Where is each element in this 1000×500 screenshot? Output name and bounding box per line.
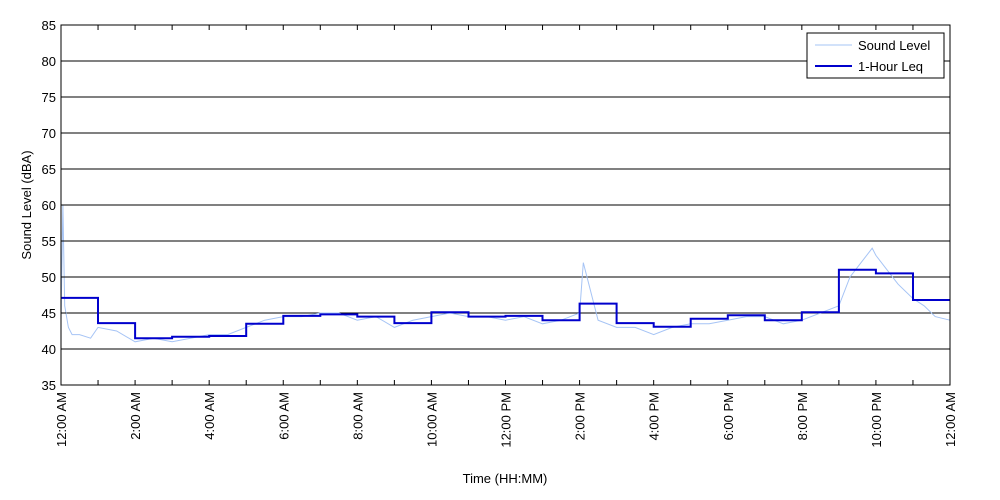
grid-lines <box>61 60 950 350</box>
x-tick-label: 12:00 AM <box>943 392 958 447</box>
x-tick-label: 10:00 PM <box>869 392 884 448</box>
x-tick-label: 12:00 AM <box>54 392 69 447</box>
x-tick-label: 4:00 PM <box>647 392 662 440</box>
y-axis: 35 40 45 50 55 60 65 70 75 80 85 <box>42 18 950 393</box>
y-tick-label: 85 <box>42 18 56 33</box>
legend: Sound Level 1-Hour Leq <box>806 32 945 79</box>
y-tick-label: 55 <box>42 234 56 249</box>
x-tick-label: 6:00 PM <box>721 392 736 440</box>
y-tick-label: 65 <box>42 162 56 177</box>
x-tick-label: 12:00 PM <box>499 392 514 448</box>
y-axis-title: Sound Level (dBA) <box>19 150 34 259</box>
series-sound-level <box>60 204 951 343</box>
x-tick-label: 2:00 AM <box>128 392 143 440</box>
series-layer <box>60 204 951 343</box>
x-tick-label: 10:00 AM <box>424 392 439 447</box>
y-tick-label: 45 <box>42 306 56 321</box>
y-tick-label: 70 <box>42 126 56 141</box>
y-tick-label: 80 <box>42 54 56 69</box>
y-tick-label: 40 <box>42 342 56 357</box>
y-tick-label: 50 <box>42 270 56 285</box>
x-axis-title: Time (HH:MM) <box>463 471 548 486</box>
x-tick-label: 2:00 PM <box>573 392 588 440</box>
x-tick-label: 4:00 AM <box>202 392 217 440</box>
x-axis: 12:00 AM 2:00 AM 4:00 AM 6:00 AM 8:00 AM 10:0… <box>54 25 958 448</box>
x-tick-label: 8:00 AM <box>350 392 365 440</box>
legend-box <box>806 32 945 79</box>
y-tick-label: 75 <box>42 90 56 105</box>
legend-label-sound-level: Sound Level <box>858 38 930 53</box>
series-1-hour-leq <box>61 268 950 340</box>
legend-label-1-hour-leq: 1-Hour Leq <box>858 59 923 74</box>
x-tick-label: 8:00 PM <box>795 392 810 440</box>
y-tick-label: 35 <box>42 378 56 393</box>
x-tick-label: 6:00 AM <box>276 392 291 440</box>
y-tick-label: 60 <box>42 198 56 213</box>
